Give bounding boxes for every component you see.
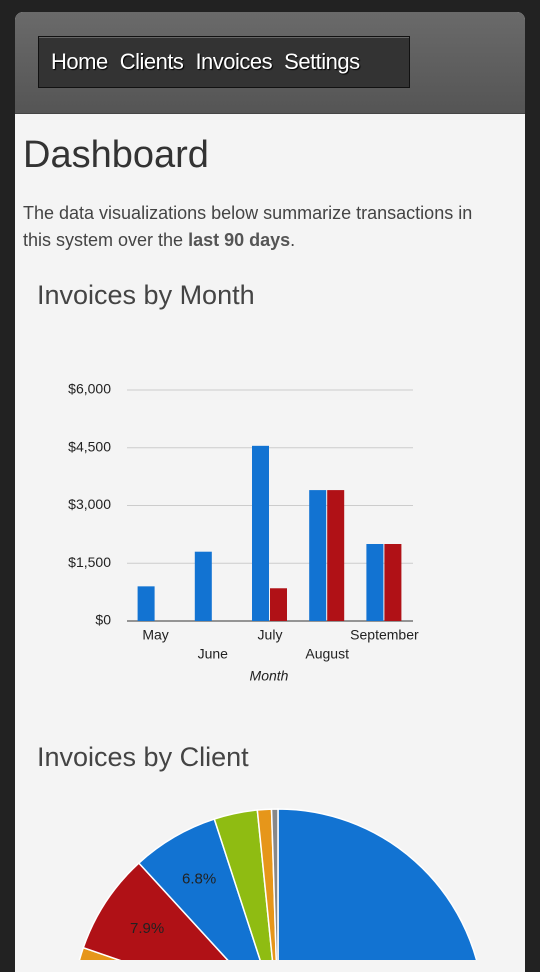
pie-slice [270, 808, 279, 960]
intro-text: The data visualizations below summarize … [23, 203, 473, 250]
pie-slice [82, 862, 229, 960]
pie-slice [277, 808, 478, 960]
nav-link[interactable]: Invoices [195, 49, 273, 74]
intro-end: . [290, 230, 296, 250]
bar [327, 490, 345, 621]
chart-title: Invoices by Month [37, 280, 255, 310]
bar [137, 586, 155, 621]
bar [384, 544, 402, 621]
nav-link[interactable]: Clients [119, 49, 184, 74]
y-tick-label: $0 [95, 612, 111, 628]
x-tick-label: September [350, 627, 419, 643]
bar [194, 551, 212, 621]
bar [309, 490, 327, 621]
header: Home Clients Invoices Settings [15, 12, 525, 114]
y-tick-label: $6,000 [68, 381, 111, 397]
y-tick-label: $4,500 [68, 438, 111, 454]
slice-label: 7.9% [130, 920, 164, 937]
bar [366, 544, 384, 621]
y-tick-label: $3,000 [68, 496, 111, 512]
x-tick-label: June [198, 646, 229, 662]
bar [252, 445, 269, 621]
nav-link[interactable]: Settings [284, 49, 360, 74]
bar [270, 588, 287, 621]
nav-bar: Home Clients Invoices Settings [38, 36, 410, 88]
page-title: Dashboard [23, 134, 209, 176]
slice-label: 6.8% [182, 871, 216, 888]
y-tick-label: $1,500 [68, 554, 111, 570]
chart-title: Invoices by Client [37, 742, 249, 772]
x-axis-label: Month [250, 668, 289, 684]
x-tick-label: August [305, 646, 349, 662]
intro-emphasis: last 90 days [188, 230, 291, 250]
x-tick-label: July [258, 627, 283, 643]
x-tick-label: May [142, 627, 168, 643]
intro: The data visualizations below summarize … [23, 200, 493, 254]
nav-link[interactable]: Home [51, 49, 108, 74]
